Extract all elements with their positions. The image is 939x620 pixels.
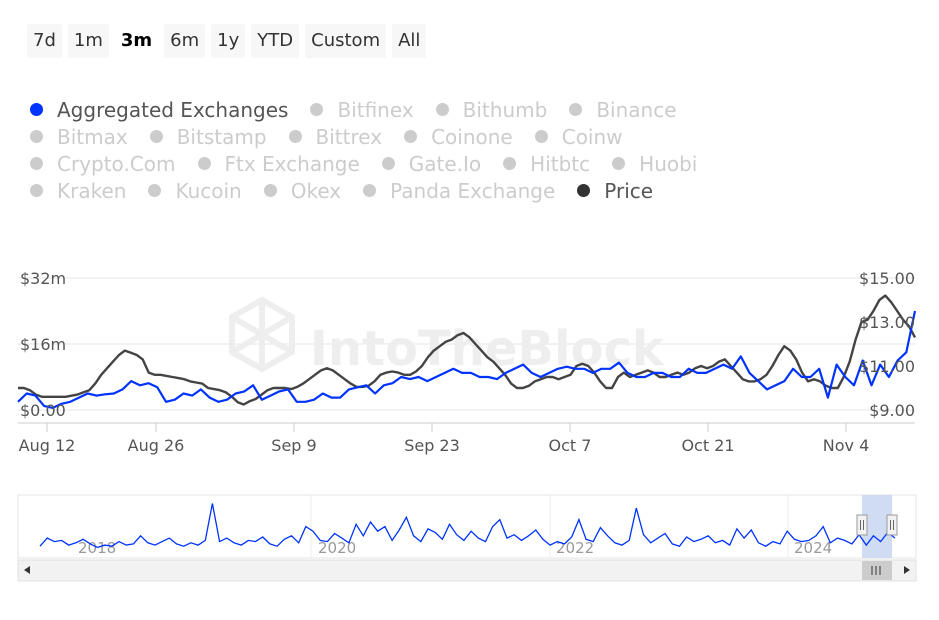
series-line-price[interactable]	[18, 294, 917, 406]
scroll-left-arrow-icon[interactable]	[24, 566, 30, 574]
legend-item-panda-exchange[interactable]: Panda Exchange	[363, 179, 555, 203]
legend-label: Bitfinex	[337, 97, 414, 122]
range-button-all[interactable]: All	[392, 24, 427, 58]
legend-item-gate-io[interactable]: Gate.Io	[381, 151, 482, 176]
x-tick-label: Oct 21	[681, 436, 734, 455]
navigator-tick-label: 2018	[78, 539, 116, 557]
legend-marker-icon	[404, 130, 418, 143]
scroll-right-arrow-icon[interactable]	[904, 566, 910, 574]
range-button-1y[interactable]: 1y	[211, 24, 246, 58]
navigator-handle-right[interactable]	[886, 514, 898, 536]
legend-marker-icon	[30, 184, 43, 197]
navigator[interactable]: 2018 2020 2022 2024	[17, 494, 917, 582]
legend-marker-icon	[503, 157, 517, 170]
legend-item-crypto-com[interactable]: Crypto.Com	[30, 152, 176, 176]
range-button-custom[interactable]: Custom	[305, 24, 387, 58]
legend: Aggregated Exchanges Bitfinex Bithumb Binan…	[30, 96, 910, 204]
legend-marker-icon	[569, 103, 583, 116]
range-selector: 7d 1m 3m 6m 1y YTD Custom All	[27, 24, 427, 58]
legend-item-okex[interactable]: Okex	[263, 178, 342, 203]
legend-marker-icon	[381, 157, 395, 170]
legend-marker-icon	[363, 184, 377, 197]
navigator-scrollbar[interactable]	[17, 559, 917, 582]
legend-label: Binance	[596, 97, 677, 122]
legend-item-bithumb[interactable]: Bithumb	[435, 97, 548, 122]
legend-item-bitmax[interactable]: Bitmax	[30, 125, 128, 149]
navigator-series-line	[39, 503, 896, 549]
legend-marker-icon	[288, 130, 302, 143]
x-tick-label: Aug 12	[19, 436, 76, 455]
legend-label: Panda Exchange	[390, 178, 556, 203]
legend-label: Bitmax	[57, 124, 128, 149]
legend-item-bittrex[interactable]: Bittrex	[288, 124, 383, 149]
legend-marker-icon	[30, 130, 43, 143]
legend-marker-icon	[534, 130, 548, 143]
x-tick-label: Oct 7	[549, 436, 592, 455]
legend-label: Hitbtc	[530, 151, 591, 176]
legend-label: Huobi	[639, 151, 698, 176]
legend-marker-icon	[310, 103, 324, 116]
legend-label: Aggregated Exchanges	[57, 97, 289, 122]
legend-label: Price	[604, 178, 654, 203]
legend-marker-icon	[435, 103, 449, 116]
legend-item-hitbtc[interactable]: Hitbtc	[503, 152, 590, 176]
legend-item-huobi[interactable]: Huobi	[612, 152, 697, 176]
range-button-ytd[interactable]: YTD	[251, 24, 300, 58]
range-button-3m[interactable]: 3m	[114, 24, 159, 58]
legend-item-ftx-exchange[interactable]: Ftx Exchange	[197, 151, 360, 176]
y-right-tick-label: $11.00	[859, 357, 915, 376]
scrollbar-thumb[interactable]	[862, 561, 892, 580]
legend-label: Okex	[290, 178, 342, 203]
legend-marker-icon	[577, 184, 591, 197]
legend-item-bitstamp[interactable]: Bitstamp	[149, 124, 267, 149]
legend-label: Kucoin	[175, 178, 242, 203]
legend-item-kucoin[interactable]: Kucoin	[148, 178, 242, 203]
legend-label: Bithumb	[462, 97, 548, 122]
legend-marker-icon	[612, 157, 626, 170]
legend-marker-icon	[149, 130, 163, 143]
legend-label: Crypto.Com	[57, 151, 176, 176]
legend-item-kraken[interactable]: Kraken	[30, 179, 126, 203]
watermark-text: IntoTheBlock	[310, 321, 665, 377]
series-line-aggregated-exchanges[interactable]	[17, 310, 917, 409]
x-tick-label: Nov 4	[823, 436, 870, 455]
legend-marker-icon	[197, 157, 211, 170]
navigator-tick-label: 2022	[556, 539, 594, 557]
range-button-7d[interactable]: 7d	[27, 24, 62, 58]
y-right-tick-label: $15.00	[859, 269, 915, 288]
legend-item-binance[interactable]: Binance	[569, 97, 677, 122]
y-left-tick-label: $0.00	[20, 401, 66, 420]
navigator-tick-label: 2024	[794, 539, 832, 557]
legend-marker-icon	[30, 103, 43, 116]
range-button-6m[interactable]: 6m	[164, 24, 206, 58]
legend-item-bitfinex[interactable]: Bitfinex	[310, 97, 414, 122]
y-left-tick-label: $16m	[20, 335, 66, 354]
legend-item-coinw[interactable]: Coinw	[534, 124, 623, 149]
legend-label: Bitstamp	[176, 124, 267, 149]
navigator-tick-label: 2020	[318, 539, 356, 557]
y-right-tick-label: $13.00	[859, 313, 915, 332]
y-right-tick-label: $9.00	[869, 401, 915, 420]
legend-label: Gate.Io	[408, 151, 482, 176]
navigator-handle-left[interactable]	[856, 514, 868, 536]
legend-marker-icon	[30, 157, 43, 170]
legend-label: Bittrex	[315, 124, 383, 149]
legend-label: Ftx Exchange	[224, 151, 360, 176]
legend-marker-icon	[263, 184, 277, 197]
legend-item-price[interactable]: Price	[577, 179, 653, 203]
range-button-1m[interactable]: 1m	[67, 24, 109, 58]
watermark: IntoTheBlock	[229, 296, 665, 377]
x-tick-label: Sep 9	[271, 436, 316, 455]
legend-marker-icon	[148, 184, 162, 197]
legend-label: Kraken	[57, 178, 127, 203]
x-tick-label: Sep 23	[404, 436, 460, 455]
navigator-selected-range[interactable]	[862, 495, 892, 558]
legend-item-aggregated-exchanges[interactable]: Aggregated Exchanges	[30, 98, 288, 122]
y-left-tick-label: $32m	[20, 269, 66, 288]
legend-label: Coinone	[431, 124, 513, 149]
legend-label: Coinw	[561, 124, 623, 149]
legend-item-coinone[interactable]: Coinone	[404, 125, 513, 149]
x-tick-label: Aug 26	[128, 436, 185, 455]
